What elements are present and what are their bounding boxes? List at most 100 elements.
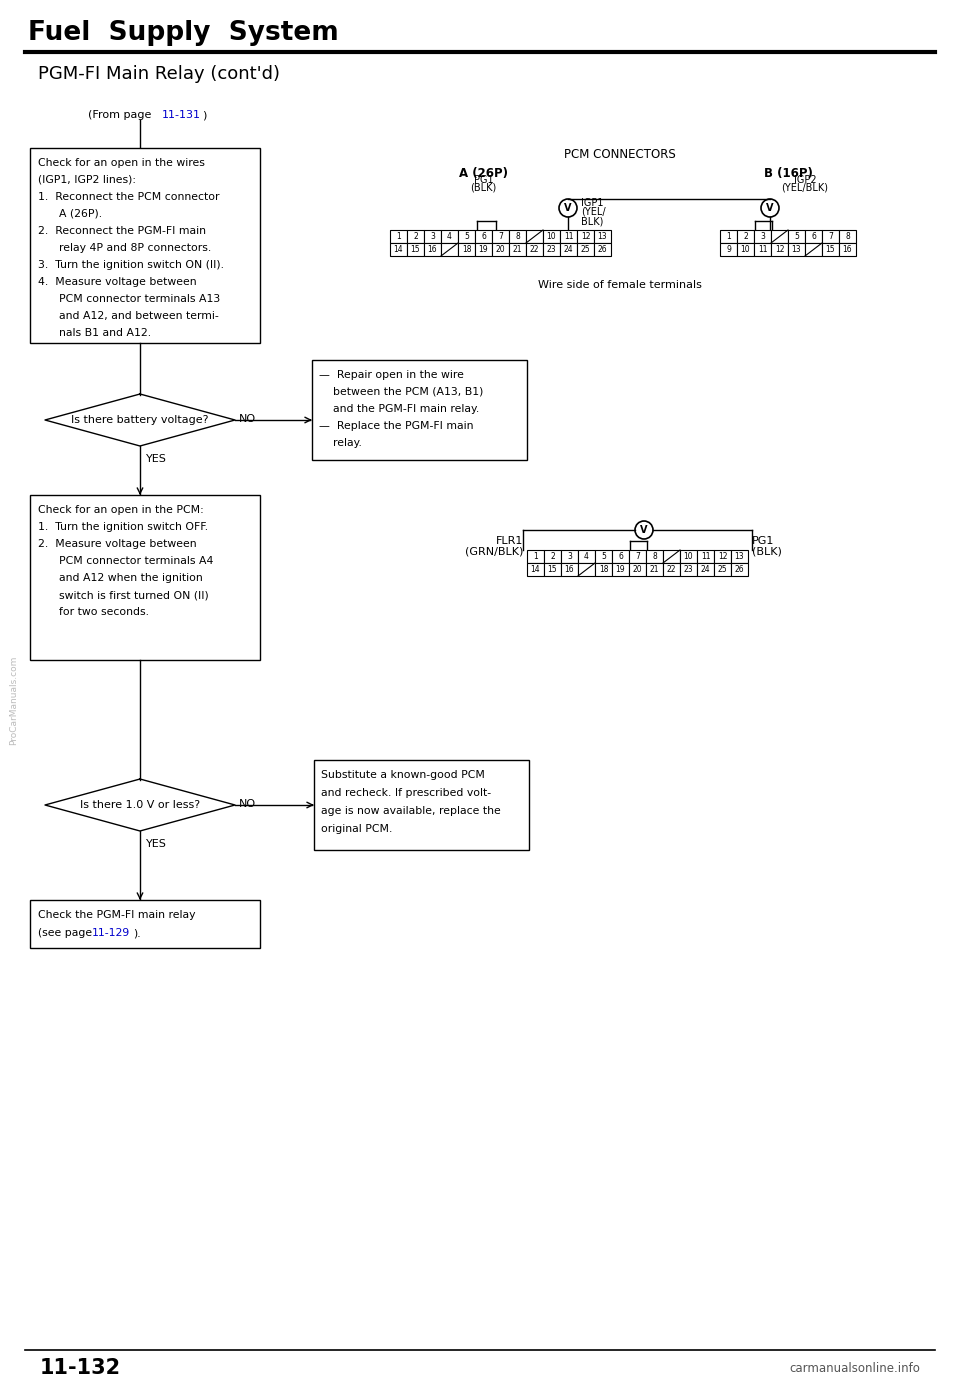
Text: 20: 20 (495, 245, 505, 253)
Bar (458, 230, 475, 244)
Bar (680, 562, 697, 576)
Text: and A12, and between termi-: and A12, and between termi- (38, 310, 219, 322)
Bar (629, 562, 646, 576)
Text: V: V (564, 203, 572, 213)
Bar (527, 562, 544, 576)
Bar (561, 550, 578, 562)
Bar (822, 230, 839, 244)
Text: Substitute a known-good PCM: Substitute a known-good PCM (321, 770, 485, 780)
Text: YES: YES (146, 839, 167, 849)
Text: 11: 11 (701, 553, 710, 561)
Bar (629, 550, 646, 562)
Bar (737, 244, 754, 256)
Bar (561, 562, 578, 576)
Text: 21: 21 (650, 565, 660, 574)
Text: 12: 12 (775, 245, 784, 253)
Text: ).: ). (133, 928, 140, 938)
Bar (30, 148, 260, 342)
Bar (822, 244, 839, 256)
Text: 7: 7 (498, 232, 503, 241)
Text: 15: 15 (411, 245, 420, 253)
Text: B (16P): B (16P) (763, 167, 812, 180)
Text: 1.  Turn the ignition switch OFF.: 1. Turn the ignition switch OFF. (38, 522, 208, 532)
Bar (441, 230, 458, 244)
Text: 26: 26 (734, 565, 744, 574)
Text: 1: 1 (396, 232, 401, 241)
Text: 24: 24 (701, 565, 710, 574)
Bar (544, 562, 561, 576)
Text: 2: 2 (550, 553, 555, 561)
Text: 13: 13 (598, 232, 608, 241)
Text: 20: 20 (633, 565, 642, 574)
Bar (731, 562, 748, 576)
Text: nals B1 and A12.: nals B1 and A12. (38, 329, 151, 338)
Bar (424, 244, 441, 256)
Text: Is there 1.0 V or less?: Is there 1.0 V or less? (80, 800, 200, 810)
Bar (594, 244, 611, 256)
Bar (312, 361, 527, 459)
Text: (BLK): (BLK) (752, 546, 781, 555)
Text: IGP2: IGP2 (794, 175, 816, 185)
Bar (720, 230, 737, 244)
Text: 25: 25 (581, 245, 590, 253)
Bar (526, 230, 543, 244)
Text: —  Repair open in the wire: — Repair open in the wire (319, 370, 464, 380)
Bar (475, 230, 492, 244)
Bar (509, 230, 526, 244)
Text: FLR1: FLR1 (495, 536, 523, 546)
Text: 26: 26 (598, 245, 608, 253)
Text: age is now available, replace the: age is now available, replace the (321, 806, 501, 816)
Text: 6: 6 (481, 232, 486, 241)
Text: 19: 19 (479, 245, 489, 253)
Text: 10: 10 (684, 553, 693, 561)
Bar (475, 244, 492, 256)
Bar (788, 244, 805, 256)
Text: between the PCM (A13, B1): between the PCM (A13, B1) (319, 387, 484, 397)
Text: 5: 5 (464, 232, 468, 241)
Text: A (26P): A (26P) (459, 167, 508, 180)
Text: 13: 13 (792, 245, 802, 253)
Bar (839, 244, 856, 256)
Text: 10: 10 (741, 245, 751, 253)
Text: 11-131: 11-131 (162, 110, 201, 120)
Bar (663, 562, 680, 576)
Text: 11: 11 (757, 245, 767, 253)
Text: Wire side of female terminals: Wire side of female terminals (538, 280, 702, 290)
Text: NO: NO (239, 799, 256, 809)
Text: 16: 16 (564, 565, 574, 574)
Text: 10: 10 (546, 232, 556, 241)
Text: YES: YES (146, 454, 167, 464)
Text: Check the PGM-FI main relay: Check the PGM-FI main relay (38, 910, 196, 920)
Text: 11: 11 (564, 232, 573, 241)
Text: NO: NO (239, 413, 256, 425)
Bar (788, 230, 805, 244)
Bar (458, 244, 475, 256)
Text: 14: 14 (394, 245, 403, 253)
Bar (390, 244, 407, 256)
Text: 3: 3 (760, 232, 765, 241)
Text: PGM-FI Main Relay (cont'd): PGM-FI Main Relay (cont'd) (38, 65, 280, 84)
Text: 5: 5 (794, 232, 799, 241)
Bar (543, 244, 560, 256)
Bar (543, 230, 560, 244)
Bar (560, 230, 577, 244)
Text: carmanualsonline.info: carmanualsonline.info (789, 1361, 920, 1375)
Bar (30, 901, 260, 948)
Text: 3: 3 (430, 232, 435, 241)
Text: ProCarManuals.com: ProCarManuals.com (10, 656, 18, 745)
Text: relay 4P and 8P connectors.: relay 4P and 8P connectors. (38, 244, 211, 253)
Text: Fuel  Supply  System: Fuel Supply System (28, 19, 339, 46)
Bar (595, 562, 612, 576)
Text: 7: 7 (828, 232, 833, 241)
Bar (771, 230, 788, 244)
Bar (771, 244, 788, 256)
Bar (714, 562, 731, 576)
Text: 11-129: 11-129 (92, 928, 131, 938)
Bar (407, 230, 424, 244)
Text: 15: 15 (548, 565, 558, 574)
Bar (492, 230, 509, 244)
Bar (663, 550, 680, 562)
Text: PCM connector terminals A4: PCM connector terminals A4 (38, 555, 213, 567)
Text: 2: 2 (743, 232, 748, 241)
Bar (560, 244, 577, 256)
